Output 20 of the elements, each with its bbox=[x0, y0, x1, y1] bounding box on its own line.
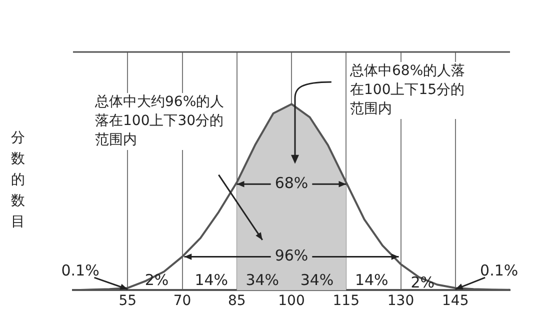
x-tick-label: 55 bbox=[118, 293, 137, 310]
x-tick-label: 130 bbox=[387, 293, 414, 310]
annotation: 96% bbox=[274, 246, 308, 265]
y-axis-title: 分数的数目 bbox=[10, 129, 26, 232]
annotation: 2% bbox=[410, 274, 434, 292]
annotation: 68% bbox=[274, 174, 308, 192]
x-tick-label: 70 bbox=[173, 293, 192, 310]
annotation: 34% bbox=[246, 270, 280, 289]
annotation: 2% bbox=[144, 270, 169, 289]
annotation: 总体中68%的人落在100上下15分的范围内 bbox=[350, 62, 475, 119]
x-tick-label: 100 bbox=[278, 293, 305, 310]
annotation: 14% bbox=[194, 270, 228, 289]
x-tick-label: 85 bbox=[228, 293, 246, 310]
x-tick-label: 145 bbox=[442, 293, 469, 310]
x-tick-label: 115 bbox=[332, 293, 360, 310]
annotation: 34% bbox=[300, 270, 334, 289]
annotation: 总体中大约96%的人落在100上下30分的范围内 bbox=[95, 93, 235, 150]
annotation: 14% bbox=[354, 270, 388, 289]
annotation: 0.1% bbox=[480, 261, 518, 280]
annotation: 0.1% bbox=[61, 261, 100, 280]
